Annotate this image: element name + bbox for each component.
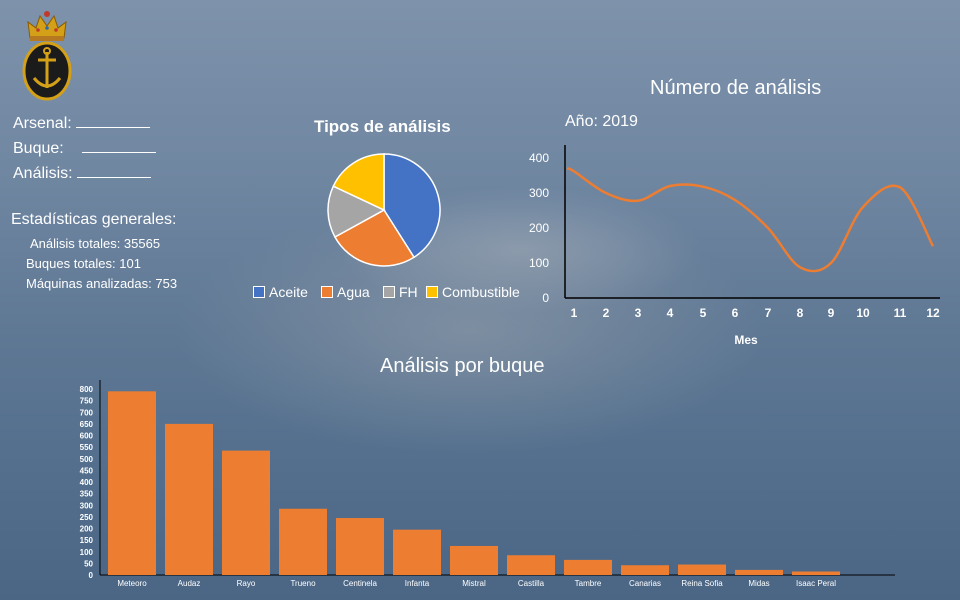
buque-label: Buque:: [13, 140, 64, 157]
legend-label: Combustible: [442, 284, 520, 300]
legend-swatch: [321, 286, 333, 298]
bar-title: Análisis por buque: [380, 355, 545, 377]
arsenal-field[interactable]: Arsenal:: [13, 113, 150, 133]
stats-heading: Estadísticas generales:: [11, 211, 177, 228]
legend-swatch: [253, 286, 265, 298]
buque-field[interactable]: Buque:: [13, 138, 156, 158]
stat-total-analisis: Análisis totales: 35565: [30, 236, 161, 251]
line-title: Número de análisis: [650, 77, 822, 99]
pie-legend-item-combustible: Combustible: [426, 284, 520, 300]
pie-title: Tipos de análisis: [314, 117, 451, 136]
stat-total-buques: Buques totales: 101: [26, 256, 141, 271]
arsenal-blank[interactable]: [75, 113, 150, 128]
pie-legend-item-fh: FH: [383, 284, 418, 300]
legend-swatch: [383, 286, 395, 298]
pie-legend-item-agua: Agua: [321, 284, 370, 300]
legend-label: Agua: [337, 284, 370, 300]
analisis-field[interactable]: Análisis:: [13, 163, 151, 183]
legend-swatch: [426, 286, 438, 298]
line-subtitle: Año: 2019: [565, 113, 638, 130]
analisis-label: Análisis:: [13, 165, 73, 182]
analisis-blank[interactable]: [76, 163, 151, 178]
legend-label: Aceite: [269, 284, 308, 300]
pie-legend-item-aceite: Aceite: [253, 284, 308, 300]
legend-label: FH: [399, 284, 418, 300]
stat-maquinas: Máquinas analizadas: 753: [26, 276, 178, 291]
arsenal-label: Arsenal:: [13, 115, 72, 132]
buque-blank[interactable]: [81, 138, 156, 153]
